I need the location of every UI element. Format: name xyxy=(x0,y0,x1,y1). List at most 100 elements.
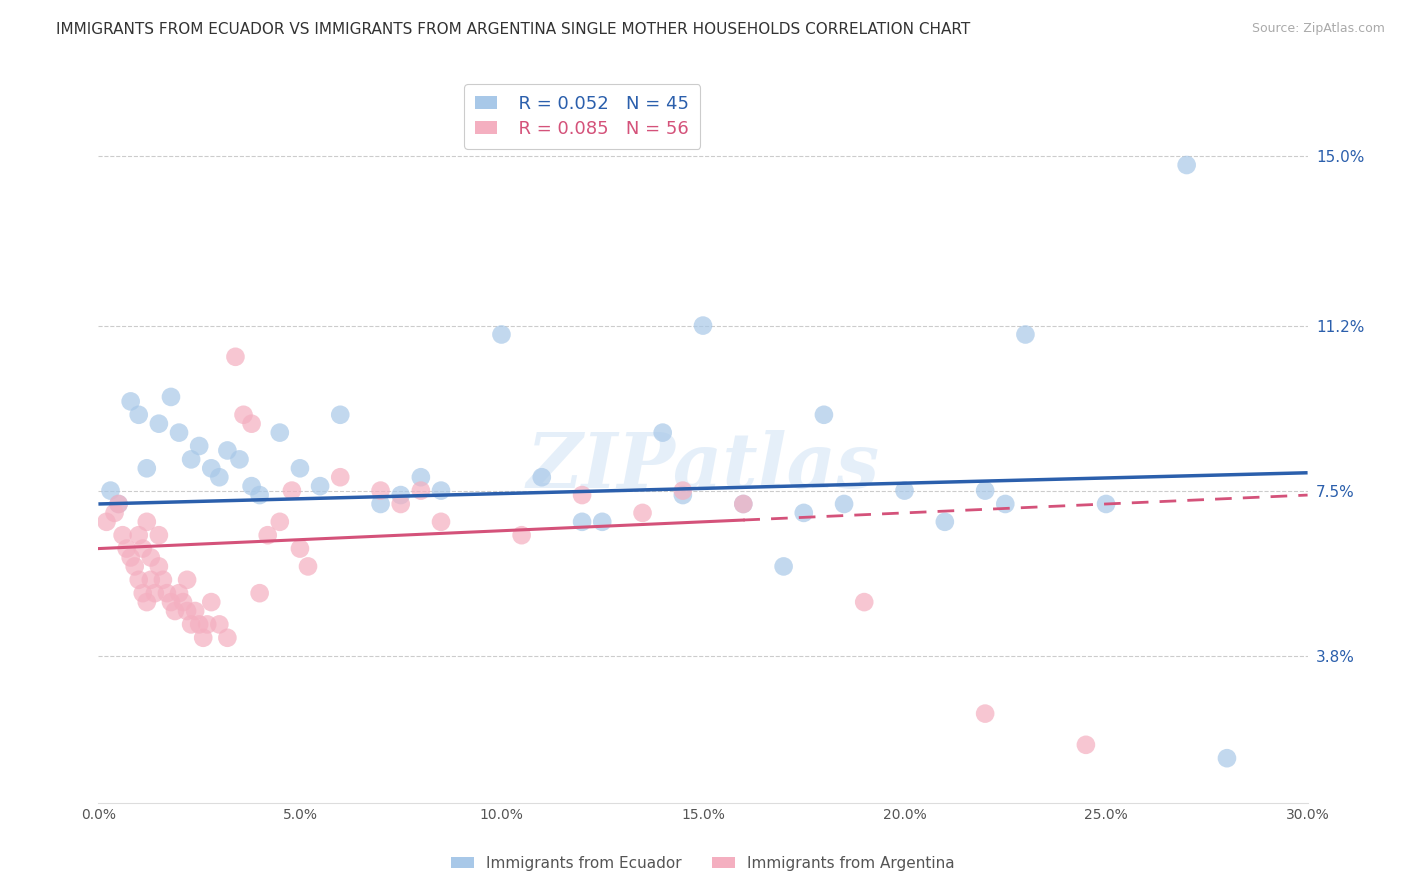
Point xyxy=(217,631,239,645)
Point xyxy=(409,470,432,484)
Point xyxy=(156,586,179,600)
Point xyxy=(200,461,222,475)
Point xyxy=(297,559,319,574)
Point xyxy=(160,595,183,609)
Point xyxy=(240,479,263,493)
Point xyxy=(510,528,533,542)
Point xyxy=(120,550,142,565)
Point xyxy=(430,483,453,498)
Point xyxy=(195,617,218,632)
Point xyxy=(180,617,202,632)
Point xyxy=(188,439,211,453)
Point xyxy=(793,506,815,520)
Point xyxy=(1175,158,1198,172)
Point xyxy=(329,408,352,422)
Point xyxy=(128,408,150,422)
Point xyxy=(772,559,794,574)
Point xyxy=(672,488,695,502)
Point xyxy=(115,541,138,556)
Point xyxy=(994,497,1017,511)
Point xyxy=(631,506,654,520)
Point xyxy=(167,586,190,600)
Point xyxy=(160,390,183,404)
Point xyxy=(389,488,412,502)
Point xyxy=(128,528,150,542)
Text: ZIPatlas: ZIPatlas xyxy=(526,431,880,504)
Point xyxy=(217,443,239,458)
Point xyxy=(249,488,271,502)
Point xyxy=(281,483,304,498)
Point xyxy=(208,617,231,632)
Point xyxy=(832,497,855,511)
Text: Source: ZipAtlas.com: Source: ZipAtlas.com xyxy=(1251,22,1385,36)
Point xyxy=(167,425,190,440)
Point xyxy=(1216,751,1239,765)
Point xyxy=(530,470,553,484)
Point xyxy=(240,417,263,431)
Legend: Immigrants from Ecuador, Immigrants from Argentina: Immigrants from Ecuador, Immigrants from… xyxy=(444,850,962,877)
Point xyxy=(135,595,157,609)
Point xyxy=(329,470,352,484)
Point xyxy=(180,452,202,467)
Point xyxy=(1014,327,1036,342)
Point xyxy=(228,452,250,467)
Point xyxy=(176,573,198,587)
Point xyxy=(139,573,162,587)
Point xyxy=(672,483,695,498)
Point xyxy=(184,604,207,618)
Point xyxy=(491,327,513,342)
Point xyxy=(1074,738,1097,752)
Point xyxy=(893,483,915,498)
Point xyxy=(193,631,215,645)
Point xyxy=(96,515,118,529)
Point xyxy=(430,515,453,529)
Point xyxy=(132,586,155,600)
Point xyxy=(269,425,291,440)
Point xyxy=(232,408,254,422)
Point xyxy=(934,515,956,529)
Point xyxy=(111,528,134,542)
Point xyxy=(148,417,170,431)
Point xyxy=(1095,497,1118,511)
Point xyxy=(128,573,150,587)
Point xyxy=(733,497,755,511)
Point xyxy=(132,541,155,556)
Point xyxy=(288,461,311,475)
Point xyxy=(389,497,412,511)
Point xyxy=(143,586,166,600)
Point xyxy=(370,497,392,511)
Point xyxy=(200,595,222,609)
Point xyxy=(148,528,170,542)
Point xyxy=(148,559,170,574)
Point xyxy=(107,497,129,511)
Point xyxy=(309,479,332,493)
Point xyxy=(249,586,271,600)
Point xyxy=(107,497,129,511)
Point xyxy=(288,541,311,556)
Point xyxy=(208,470,231,484)
Point xyxy=(571,515,593,529)
Point xyxy=(135,461,157,475)
Point xyxy=(163,604,186,618)
Point xyxy=(256,528,278,542)
Point xyxy=(733,497,755,511)
Point xyxy=(591,515,613,529)
Point xyxy=(692,318,714,333)
Point xyxy=(124,559,146,574)
Point xyxy=(139,550,162,565)
Point xyxy=(571,488,593,502)
Text: IMMIGRANTS FROM ECUADOR VS IMMIGRANTS FROM ARGENTINA SINGLE MOTHER HOUSEHOLDS CO: IMMIGRANTS FROM ECUADOR VS IMMIGRANTS FR… xyxy=(56,22,970,37)
Point xyxy=(651,425,673,440)
Point xyxy=(152,573,174,587)
Point xyxy=(813,408,835,422)
Point xyxy=(176,604,198,618)
Point xyxy=(853,595,876,609)
Point xyxy=(100,483,122,498)
Legend:   R = 0.052   N = 45,   R = 0.085   N = 56: R = 0.052 N = 45, R = 0.085 N = 56 xyxy=(464,84,700,149)
Point xyxy=(409,483,432,498)
Point xyxy=(103,506,125,520)
Point xyxy=(269,515,291,529)
Point xyxy=(224,350,246,364)
Point xyxy=(135,515,157,529)
Point xyxy=(974,483,997,498)
